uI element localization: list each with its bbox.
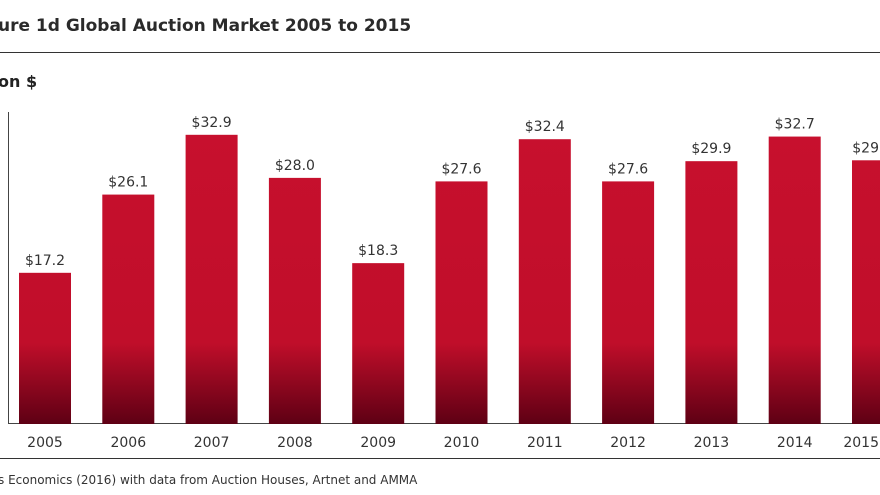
x-tick-label: 2014	[777, 435, 813, 451]
bar-2015	[852, 160, 880, 425]
x-tick-label: 2005	[27, 435, 63, 451]
data-label: $17.2	[25, 253, 65, 269]
bar-2008	[268, 177, 321, 424]
data-label: $29.9	[691, 141, 731, 157]
x-tick-label: 2006	[110, 435, 146, 451]
data-label: $32.9	[192, 115, 232, 131]
bar-2009	[352, 263, 405, 424]
data-label: $27.6	[441, 161, 481, 177]
x-tick-label: 2013	[694, 435, 730, 451]
data-label: $26.1	[108, 175, 148, 191]
data-label: $29	[852, 140, 879, 156]
bar-2012	[602, 181, 655, 424]
x-tick-label: 2009	[360, 435, 396, 451]
bar-2014	[768, 136, 821, 424]
data-label: $28.0	[275, 158, 315, 174]
x-tick-label: 2012	[610, 435, 646, 451]
data-label: $18.3	[358, 243, 398, 259]
data-label: $27.6	[608, 161, 648, 177]
footer-divider	[0, 458, 880, 459]
x-tick-label: 2011	[527, 435, 563, 451]
bar-chart: $17.2 2005 $26.1 2006 $32.9 2007 $28.0 2008 $18.…	[8, 112, 880, 451]
x-tick-label: 2015	[843, 435, 879, 451]
bar-2010	[435, 181, 488, 424]
x-tick-label: 2010	[444, 435, 480, 451]
data-label: $32.7	[775, 117, 815, 133]
figure-title: ure 1d Global Auction Market 2005 to 201…	[0, 16, 412, 36]
unit-label: on $	[0, 72, 38, 91]
x-tick-label: 2008	[277, 435, 313, 451]
bar-2007	[185, 134, 238, 424]
bar-2005	[19, 272, 71, 424]
data-label: $32.4	[525, 119, 565, 135]
bar-2011	[518, 139, 571, 425]
bar-2006	[102, 194, 155, 424]
source-note: s Economics (2016) with data from Auctio…	[0, 473, 418, 487]
title-divider	[0, 52, 880, 53]
x-tick-label: 2007	[194, 435, 230, 451]
bar-2013	[685, 161, 738, 424]
